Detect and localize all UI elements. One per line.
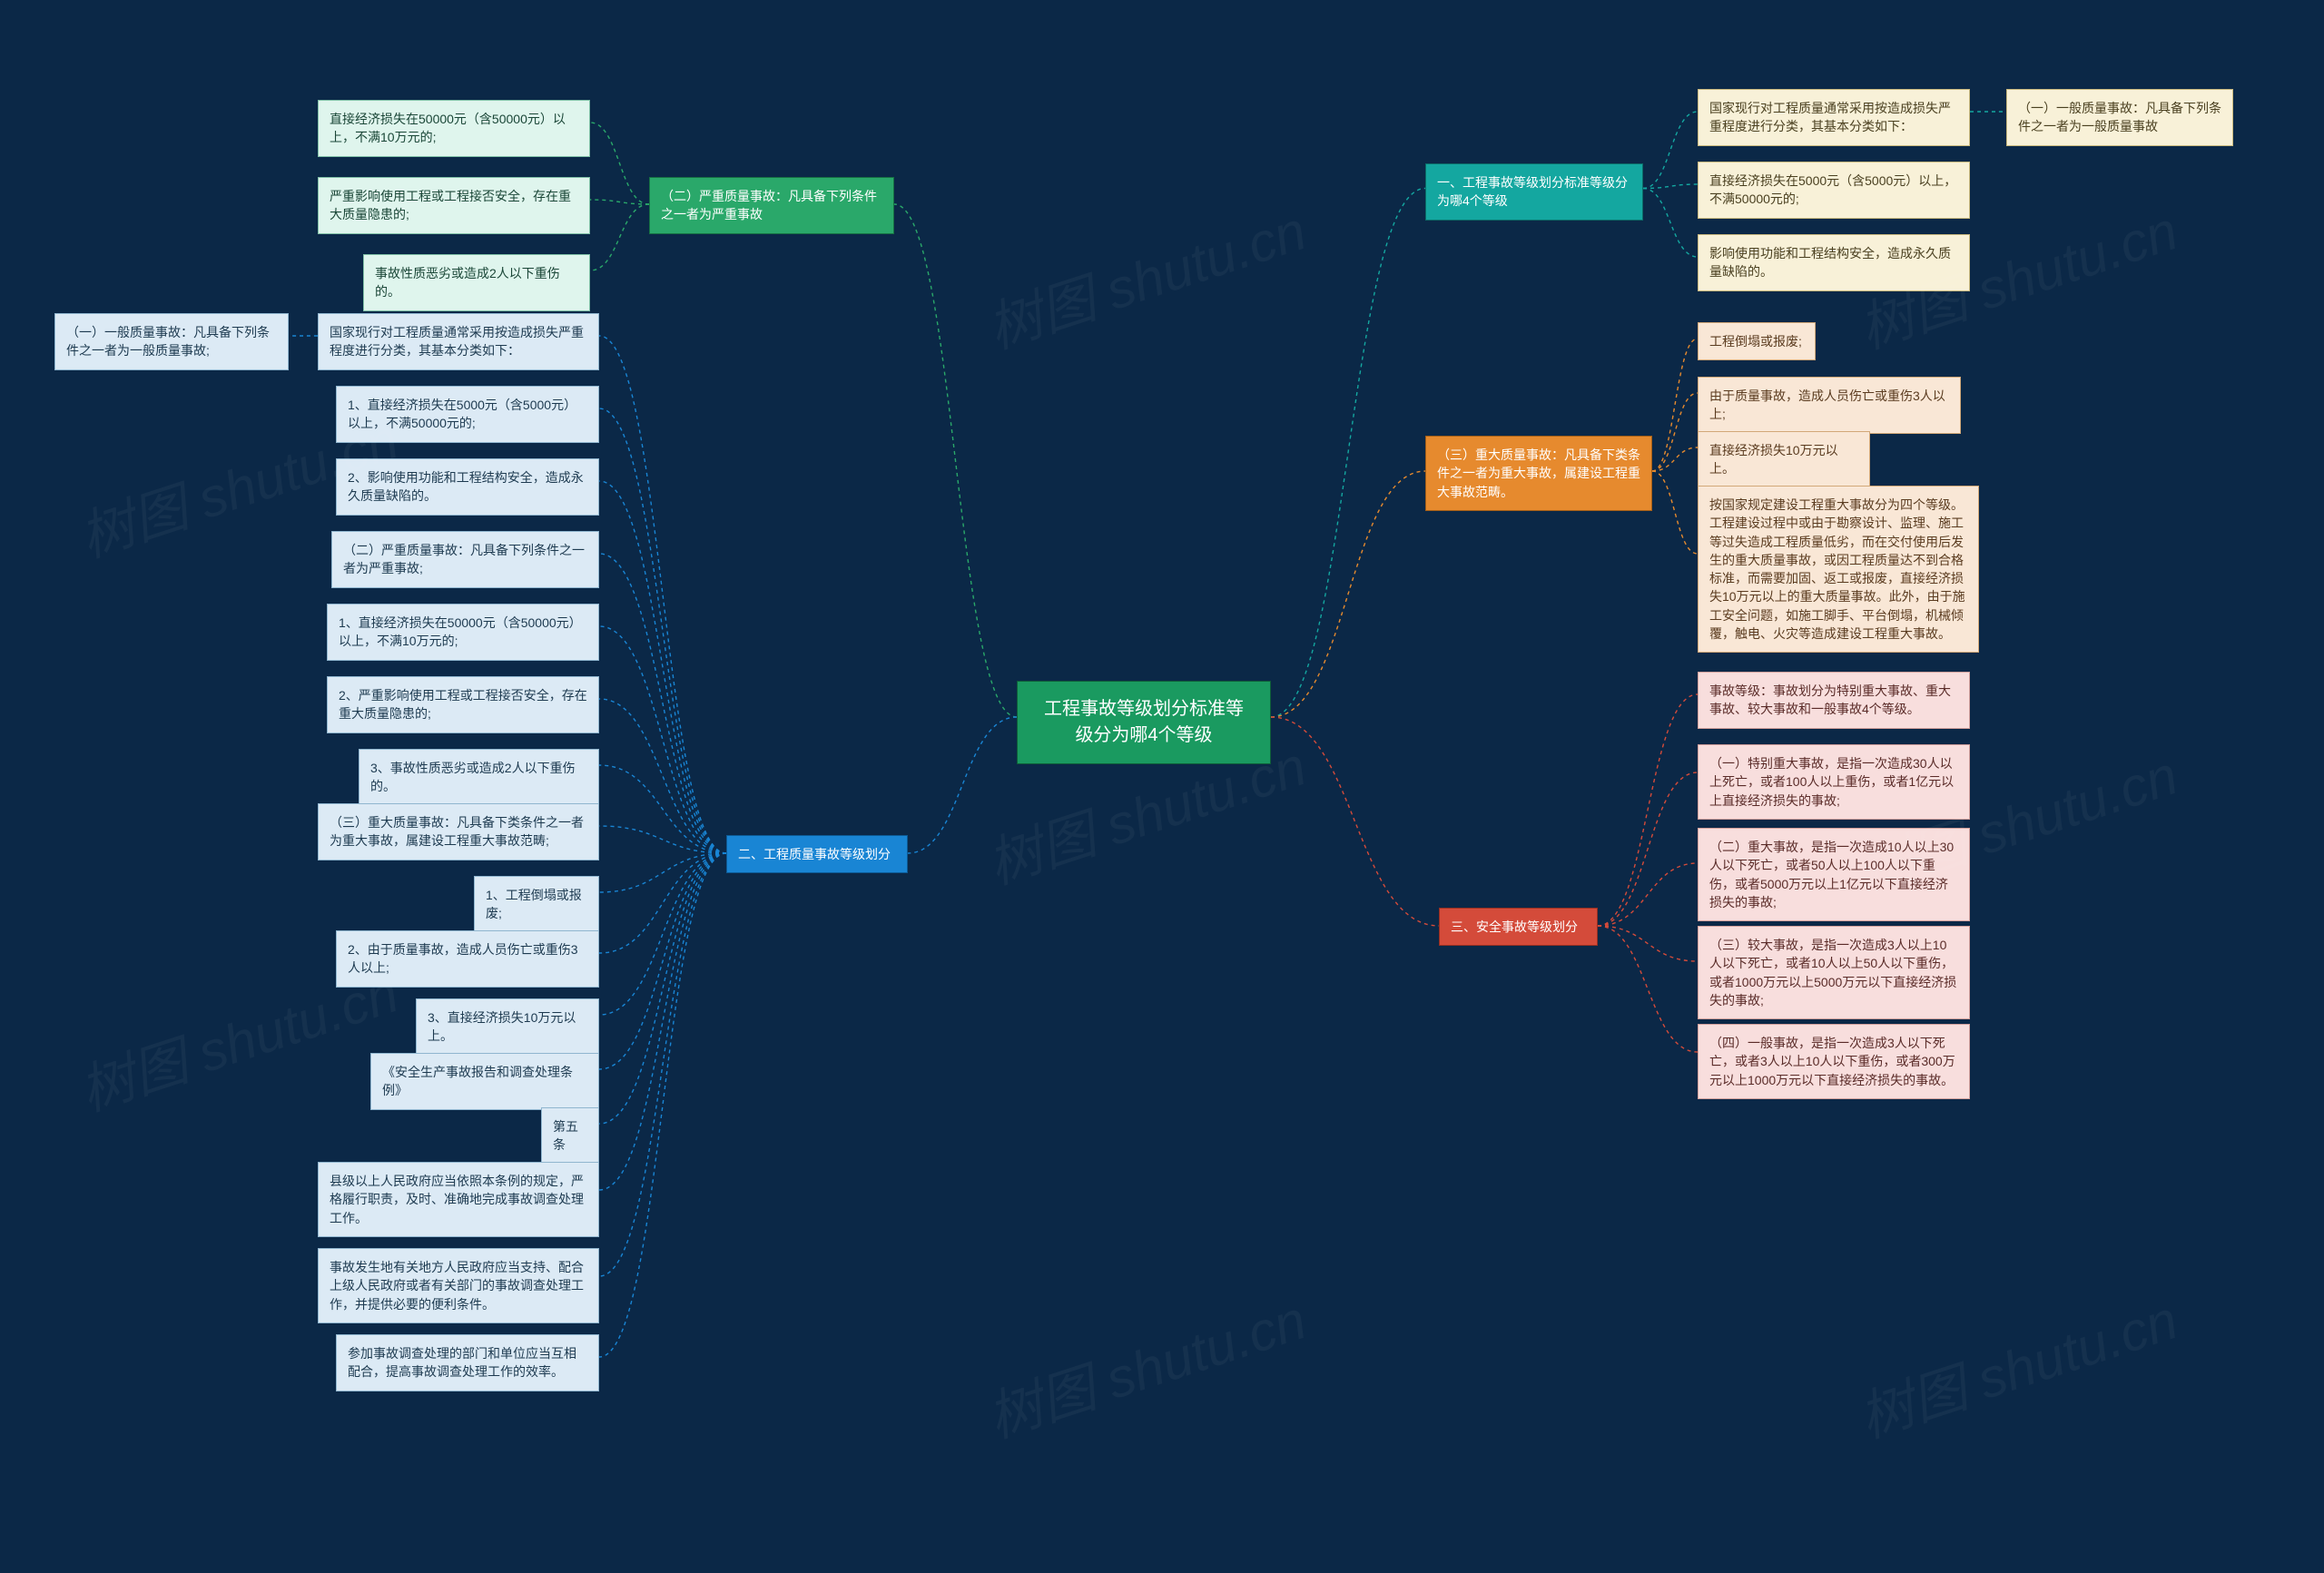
node-s8: （三）重大质量事故：凡具备下类条件之一者为重大事故，属建设工程重大事故范畴; (318, 803, 599, 860)
watermark: 树图 shutu.cn (976, 187, 1315, 364)
node-p1: 事故等级：事故划分为特别重大事故、重大事故、较大事故和一般事故4个等级。 (1698, 672, 1970, 729)
node-s14: 县级以上人民政府应当依照本条例的规定，严格履行职责，及时、准确地完成事故调查处理… (318, 1162, 599, 1237)
node-g3: 事故性质恶劣或造成2人以下重伤的。 (363, 254, 590, 311)
node-c2: 直接经济损失在5000元（含5000元）以上，不满50000元的; (1698, 162, 1970, 219)
node-p4: （三）较大事故，是指一次造成3人以上10人以下死亡，或者10人以上50人以下重伤… (1698, 926, 1970, 1019)
node-s9: 1、工程倒塌或报废; (474, 876, 599, 933)
node-s10: 2、由于质量事故，造成人员伤亡或重伤3人以上; (336, 930, 599, 988)
node-p2: （一）特别重大事故，是指一次造成30人以上死亡，或者100人以上重伤，或者1亿元… (1698, 744, 1970, 820)
node-b_blue: 二、工程质量事故等级划分 (726, 835, 908, 873)
node-b_green: （二）严重质量事故：凡具备下列条件之一者为严重事故 (649, 177, 894, 234)
node-s3: 2、影响使用功能和工程结构安全，造成永久质量缺陷的。 (336, 458, 599, 516)
node-o4: 按国家规定建设工程重大事故分为四个等级。工程建设过程中或由于勘察设计、监理、施工… (1698, 486, 1979, 653)
node-s6: 2、严重影响使用工程或工程接否安全，存在重大质量隐患的; (327, 676, 599, 733)
node-o2: 由于质量事故，造成人员伤亡或重伤3人以上; (1698, 377, 1961, 434)
node-s4: （二）严重质量事故：凡具备下列条件之一者为严重事故; (331, 531, 599, 588)
node-s12: 《安全生产事故报告和调查处理条例》 (370, 1053, 599, 1110)
node-c3: 影响使用功能和工程结构安全，造成永久质量缺陷的。 (1698, 234, 1970, 291)
node-s5: 1、直接经济损失在50000元（含50000元）以上，不满10万元的; (327, 604, 599, 661)
node-p3: （二）重大事故，是指一次造成10人以上30人以下死亡，或者50人以上100人以下… (1698, 828, 1970, 921)
node-s2: 1、直接经济损失在5000元（含5000元）以上，不满50000元的; (336, 386, 599, 443)
node-b_red: 三、安全事故等级划分 (1439, 908, 1598, 946)
watermark: 树图 shutu.cn (1847, 1276, 2186, 1453)
node-s16: 参加事故调查处理的部门和单位应当互相配合，提高事故调查处理工作的效率。 (336, 1334, 599, 1391)
node-g2: 严重影响使用工程或工程接否安全，存在重大质量隐患的; (318, 177, 590, 234)
watermark: 树图 shutu.cn (976, 1276, 1315, 1453)
node-b_teal: 一、工程事故等级划分标准等级分为哪4个等级 (1425, 163, 1643, 221)
node-g1: 直接经济损失在50000元（含50000元）以上，不满10万元的; (318, 100, 590, 157)
node-o1: 工程倒塌或报废; (1698, 322, 1816, 360)
node-c1a: （一）一般质量事故：凡具备下列条件之一者为一般质量事故 (2006, 89, 2233, 146)
node-s7: 3、事故性质恶劣或造成2人以下重伤的。 (359, 749, 599, 806)
node-p5: （四）一般事故，是指一次造成3人以下死亡，或者3人以上10人以下重伤，或者300… (1698, 1024, 1970, 1099)
node-c1: 国家现行对工程质量通常采用按造成损失严重程度进行分类，其基本分类如下： (1698, 89, 1970, 146)
node-s11: 3、直接经济损失10万元以上。 (416, 998, 599, 1056)
node-root: 工程事故等级划分标准等级分为哪4个等级 (1017, 681, 1271, 764)
node-s1: 国家现行对工程质量通常采用按造成损失严重程度进行分类，其基本分类如下： (318, 313, 599, 370)
node-o3: 直接经济损失10万元以上。 (1698, 431, 1870, 488)
node-s1a: （一）一般质量事故：凡具备下列条件之一者为一般质量事故; (54, 313, 289, 370)
node-b_orange: （三）重大质量事故：凡具备下类条件之一者为重大事故，属建设工程重大事故范畴。 (1425, 436, 1652, 511)
node-s15: 事故发生地有关地方人民政府应当支持、配合上级人民政府或者有关部门的事故调查处理工… (318, 1248, 599, 1323)
node-s13: 第五条 (541, 1107, 599, 1165)
